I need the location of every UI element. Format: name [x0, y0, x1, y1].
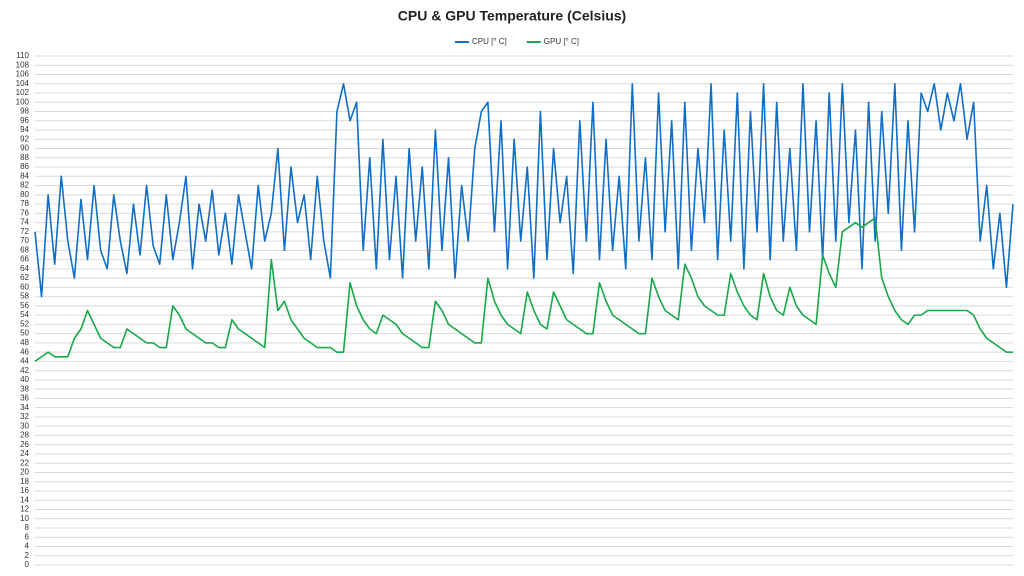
y-tick-label: 38 — [20, 384, 29, 393]
y-tick-label: 92 — [20, 134, 29, 143]
y-tick-label: 98 — [20, 107, 29, 116]
y-tick-label: 2 — [25, 551, 30, 560]
y-tick-label: 18 — [20, 477, 29, 486]
y-tick-label: 110 — [16, 51, 29, 60]
y-tick-label: 82 — [20, 181, 29, 190]
y-tick-label: 70 — [20, 236, 29, 245]
y-tick-label: 14 — [20, 495, 29, 504]
y-tick-label: 62 — [20, 273, 29, 282]
y-tick-label: 52 — [20, 319, 29, 328]
y-tick-label: 30 — [20, 421, 29, 430]
y-tick-label: 90 — [20, 144, 29, 153]
y-tick-label: 8 — [25, 523, 30, 532]
y-tick-label: 44 — [20, 357, 29, 366]
y-tick-label: 74 — [20, 218, 29, 227]
y-tick-label: 80 — [20, 190, 29, 199]
y-tick-label: 50 — [20, 329, 29, 338]
y-tick-label: 54 — [20, 310, 29, 319]
y-tick-label: 76 — [20, 208, 29, 217]
y-tick-label: 42 — [20, 366, 29, 375]
y-tick-label: 84 — [20, 171, 29, 180]
y-tick-label: 86 — [20, 162, 29, 171]
plot-lines — [34, 82, 1014, 363]
legend-label: GPU [° C] — [544, 37, 579, 46]
y-tick-label: 106 — [16, 70, 30, 79]
y-tick-label: 104 — [16, 79, 30, 88]
y-tick-label: 0 — [25, 560, 30, 569]
y-tick-label: 4 — [25, 542, 30, 551]
y-tick-label: 60 — [20, 282, 29, 291]
y-tick-label: 34 — [20, 403, 29, 412]
chart-title: CPU & GPU Temperature (Celsius) — [398, 8, 626, 24]
y-tick-label: 40 — [20, 375, 29, 384]
y-tick-label: 94 — [20, 125, 29, 134]
y-tick-label: 108 — [16, 60, 30, 69]
series-line — [34, 82, 1014, 298]
y-tick-label: 32 — [20, 412, 29, 421]
grid: 0246810121416182022242628303234363840424… — [16, 51, 1013, 569]
y-tick-label: 88 — [20, 153, 29, 162]
y-tick-label: 6 — [25, 532, 30, 541]
y-tick-label: 56 — [20, 301, 29, 310]
y-tick-label: 20 — [20, 468, 29, 477]
y-tick-label: 26 — [20, 440, 29, 449]
y-tick-label: 48 — [20, 338, 29, 347]
series-line — [34, 217, 1013, 363]
y-tick-label: 100 — [16, 97, 30, 106]
y-tick-label: 16 — [20, 486, 29, 495]
y-tick-label: 102 — [16, 88, 30, 97]
y-tick-label: 96 — [20, 116, 29, 125]
y-tick-label: 22 — [20, 458, 29, 467]
y-tick-label: 10 — [20, 514, 29, 523]
y-tick-label: 28 — [20, 431, 29, 440]
y-tick-label: 78 — [20, 199, 29, 208]
y-tick-label: 24 — [20, 449, 29, 458]
y-tick-label: 64 — [20, 264, 29, 273]
y-tick-label: 58 — [20, 292, 29, 301]
legend-label: CPU [° C] — [472, 37, 507, 46]
y-tick-label: 46 — [20, 347, 29, 356]
y-tick-label: 68 — [20, 245, 29, 254]
y-tick-label: 72 — [20, 227, 29, 236]
y-tick-label: 12 — [20, 505, 29, 514]
y-tick-label: 66 — [20, 255, 29, 264]
y-tick-label: 36 — [20, 394, 29, 403]
legend: CPU [° C] GPU [° C] — [455, 37, 579, 46]
